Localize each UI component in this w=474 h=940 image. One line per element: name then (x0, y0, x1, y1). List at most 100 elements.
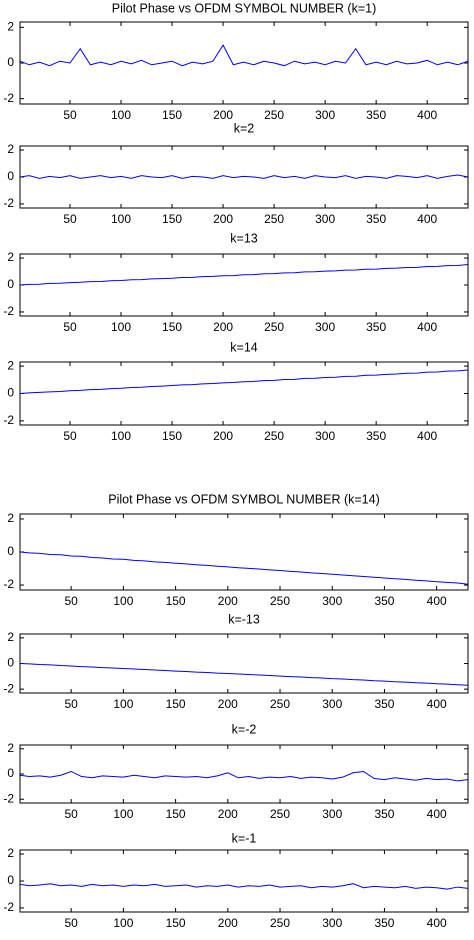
y-tick-label: -2 (3, 413, 14, 427)
y-tick-label: 0 (7, 873, 14, 887)
subplot-title: k=2 (234, 121, 255, 135)
x-tick-label: 350 (366, 429, 386, 443)
x-tick-label: 50 (64, 697, 78, 711)
x-tick-label: 150 (166, 697, 186, 711)
x-tick-label: 150 (162, 108, 182, 122)
x-tick-label: 350 (374, 807, 394, 821)
y-tick-label: 0 (7, 656, 14, 670)
subplot-title: k=-13 (228, 612, 260, 626)
x-tick-label: 350 (374, 916, 394, 930)
x-tick-label: 250 (264, 320, 284, 334)
x-tick-label: 250 (264, 108, 284, 122)
y-tick-label: 2 (7, 142, 14, 156)
x-tick-label: 50 (63, 212, 77, 226)
x-tick-label: 100 (113, 807, 133, 821)
axes-frame (19, 633, 469, 694)
plot-background (20, 745, 468, 803)
x-tick-label: 200 (213, 108, 233, 122)
x-tick-label: 200 (213, 320, 233, 334)
y-tick-label: 0 (7, 169, 14, 183)
x-tick-label: 200 (218, 697, 238, 711)
x-tick-label: 350 (366, 108, 386, 122)
x-tick-label: 150 (162, 212, 182, 226)
x-tick-label: 50 (64, 807, 78, 821)
x-tick-label: 300 (322, 594, 342, 608)
data-line (19, 770, 469, 782)
y-tick-label: 2 (7, 358, 14, 372)
x-tick-label: 400 (427, 594, 447, 608)
x-tick-label: 350 (374, 594, 394, 608)
x-tick-label: 300 (315, 320, 335, 334)
x-tick-label: 300 (315, 429, 335, 443)
x-tick-label: 400 (417, 320, 437, 334)
x-tick-label: 400 (417, 212, 437, 226)
x-tick-label: 200 (218, 594, 238, 608)
x-tick-label: 50 (63, 429, 77, 443)
x-tick-label: 150 (166, 807, 186, 821)
chart-title: Pilot Phase vs OFDM SYMBOL NUMBER (k=14) (108, 492, 379, 506)
x-tick-label: 50 (64, 594, 78, 608)
x-tick-label: 250 (270, 697, 290, 711)
y-tick-label: 2 (7, 630, 14, 644)
y-tick-label: -2 (3, 681, 14, 695)
data-line (19, 174, 469, 179)
x-tick-label: 200 (218, 916, 238, 930)
x-tick-label: 250 (264, 212, 284, 226)
axes-frame (19, 744, 469, 804)
x-tick-label: 200 (213, 212, 233, 226)
x-tick-label: 300 (322, 697, 342, 711)
x-tick-label: 350 (366, 320, 386, 334)
x-tick-label: 150 (166, 594, 186, 608)
subplot-title: k=-1 (232, 831, 257, 845)
x-tick-label: 400 (417, 429, 437, 443)
x-tick-label: 300 (322, 807, 342, 821)
axes-frame (19, 849, 469, 913)
y-tick-label: 0 (7, 386, 14, 400)
y-tick-label: 2 (7, 20, 14, 34)
y-tick-label: 0 (7, 544, 14, 558)
x-tick-label: 350 (374, 697, 394, 711)
x-tick-label: 400 (417, 108, 437, 122)
x-tick-label: 100 (111, 320, 131, 334)
y-tick-label: -2 (3, 304, 14, 318)
y-tick-label: 2 (7, 741, 14, 755)
chart-title: Pilot Phase vs OFDM SYMBOL NUMBER (k=1) (112, 1, 377, 15)
axes-frame (19, 513, 469, 591)
x-tick-label: 150 (166, 916, 186, 930)
x-tick-label: 150 (162, 429, 182, 443)
y-tick-label: -2 (3, 900, 14, 914)
x-tick-label: 200 (213, 429, 233, 443)
plot-background (20, 22, 468, 104)
x-tick-label: 250 (270, 594, 290, 608)
y-tick-label: 0 (7, 277, 14, 291)
y-tick-label: 2 (7, 250, 14, 264)
y-tick-label: -2 (3, 577, 14, 591)
x-tick-label: 100 (111, 212, 131, 226)
x-tick-label: 300 (315, 212, 335, 226)
data-line (19, 551, 469, 585)
subplot-title: k=-2 (232, 722, 257, 736)
x-tick-label: 200 (218, 807, 238, 821)
x-tick-label: 250 (264, 429, 284, 443)
data-line (19, 44, 469, 67)
subplot-title: k=13 (230, 231, 258, 245)
data-line (19, 883, 469, 890)
x-tick-label: 50 (64, 916, 78, 930)
x-tick-label: 100 (113, 916, 133, 930)
x-tick-label: 350 (366, 212, 386, 226)
x-tick-label: 250 (270, 807, 290, 821)
y-tick-label: 0 (7, 766, 14, 780)
x-tick-label: 400 (427, 697, 447, 711)
data-line (19, 663, 469, 686)
y-tick-label: -2 (3, 196, 14, 210)
x-tick-label: 100 (111, 108, 131, 122)
x-tick-label: 50 (63, 108, 77, 122)
y-tick-label: 0 (7, 55, 14, 69)
x-tick-label: 300 (322, 916, 342, 930)
axes-frame (19, 21, 469, 105)
plot-background (20, 634, 468, 693)
x-tick-label: 50 (63, 320, 77, 334)
x-tick-label: 400 (427, 807, 447, 821)
x-tick-label: 100 (111, 429, 131, 443)
